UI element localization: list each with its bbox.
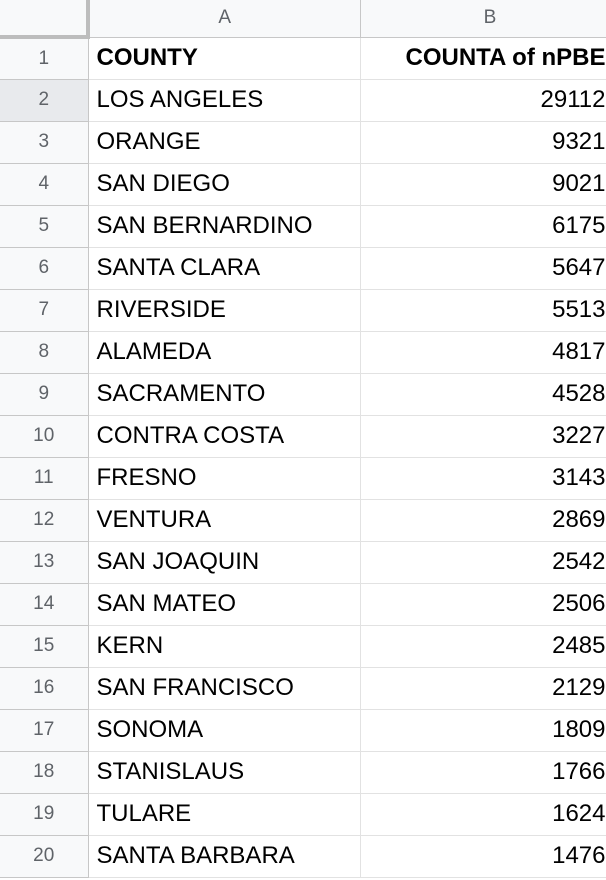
county-cell[interactable]: SANTA BARBARA	[88, 835, 361, 878]
row-number[interactable]: 20	[0, 835, 89, 878]
table-row: 5 SAN BERNARDINO 6175	[0, 205, 606, 248]
county-cell[interactable]: SONOMA	[88, 709, 361, 752]
county-cell[interactable]: RIVERSIDE	[88, 289, 361, 332]
table-row: 2 LOS ANGELES 29112	[0, 79, 606, 122]
row-number[interactable]: 15	[0, 625, 89, 668]
table-row: 14 SAN MATEO 2506	[0, 583, 606, 626]
row-number[interactable]: 2	[0, 79, 89, 122]
county-cell[interactable]: SAN BERNARDINO	[88, 205, 361, 248]
row-number[interactable]: 17	[0, 709, 89, 752]
table-row: 11 FRESNO 3143	[0, 457, 606, 500]
row-number[interactable]: 6	[0, 247, 89, 290]
table-row: 19 TULARE 1624	[0, 793, 606, 836]
county-cell[interactable]: CONTRA COSTA	[88, 415, 361, 458]
table-row: 15 KERN 2485	[0, 625, 606, 668]
count-cell[interactable]: 2485	[360, 625, 606, 668]
table-row: 4 SAN DIEGO 9021	[0, 163, 606, 206]
count-cell[interactable]: 1476	[360, 835, 606, 878]
count-cell[interactable]: 9321	[360, 121, 606, 164]
county-cell[interactable]: SAN JOAQUIN	[88, 541, 361, 584]
table-row-header: 1 COUNTY COUNTA of nPBE	[0, 37, 606, 80]
row-number[interactable]: 7	[0, 289, 89, 332]
county-cell[interactable]: FRESNO	[88, 457, 361, 500]
count-cell[interactable]: 5513	[360, 289, 606, 332]
count-cell[interactable]: 2869	[360, 499, 606, 542]
column-header-b[interactable]: B	[360, 0, 606, 38]
row-number[interactable]: 3	[0, 121, 89, 164]
county-cell[interactable]: KERN	[88, 625, 361, 668]
count-cell[interactable]: 3227	[360, 415, 606, 458]
row-number[interactable]: 12	[0, 499, 89, 542]
county-cell[interactable]: ORANGE	[88, 121, 361, 164]
table-row: 18 STANISLAUS 1766	[0, 751, 606, 794]
row-number[interactable]: 19	[0, 793, 89, 836]
table-row: 12 VENTURA 2869	[0, 499, 606, 542]
select-all-corner[interactable]	[0, 0, 90, 39]
table-row: 13 SAN JOAQUIN 2542	[0, 541, 606, 584]
row-number[interactable]: 1	[0, 37, 89, 80]
county-header-cell[interactable]: COUNTY	[88, 37, 361, 80]
count-cell[interactable]: 4528	[360, 373, 606, 416]
table-row: 20 SANTA BARBARA 1476	[0, 835, 606, 878]
count-cell[interactable]: 5647	[360, 247, 606, 290]
count-cell[interactable]: 1624	[360, 793, 606, 836]
county-cell[interactable]: TULARE	[88, 793, 361, 836]
row-number[interactable]: 5	[0, 205, 89, 248]
row-number[interactable]: 13	[0, 541, 89, 584]
row-number[interactable]: 4	[0, 163, 89, 206]
count-cell[interactable]: 2506	[360, 583, 606, 626]
row-number[interactable]: 11	[0, 457, 89, 500]
county-cell[interactable]: SAN MATEO	[88, 583, 361, 626]
column-header-row: A B	[0, 0, 606, 39]
count-cell[interactable]: 4817	[360, 331, 606, 374]
county-cell[interactable]: VENTURA	[88, 499, 361, 542]
county-cell[interactable]: LOS ANGELES	[88, 79, 361, 122]
count-cell[interactable]: 9021	[360, 163, 606, 206]
row-number[interactable]: 16	[0, 667, 89, 710]
row-number[interactable]: 18	[0, 751, 89, 794]
county-cell[interactable]: STANISLAUS	[88, 751, 361, 794]
county-cell[interactable]: ALAMEDA	[88, 331, 361, 374]
row-number[interactable]: 8	[0, 331, 89, 374]
table-row: 9 SACRAMENTO 4528	[0, 373, 606, 416]
count-cell[interactable]: 2129	[360, 667, 606, 710]
table-row: 16 SAN FRANCISCO 2129	[0, 667, 606, 710]
table-row: 10 CONTRA COSTA 3227	[0, 415, 606, 458]
column-header-a[interactable]: A	[88, 0, 361, 38]
count-cell[interactable]: 6175	[360, 205, 606, 248]
count-cell[interactable]: 1766	[360, 751, 606, 794]
county-cell[interactable]: SANTA CLARA	[88, 247, 361, 290]
table-row: 3 ORANGE 9321	[0, 121, 606, 164]
table-row: 17 SONOMA 1809	[0, 709, 606, 752]
table-row: 6 SANTA CLARA 5647	[0, 247, 606, 290]
count-cell[interactable]: 1809	[360, 709, 606, 752]
county-cell[interactable]: SAN DIEGO	[88, 163, 361, 206]
count-cell[interactable]: 3143	[360, 457, 606, 500]
count-cell[interactable]: 29112	[360, 79, 606, 122]
row-number[interactable]: 14	[0, 583, 89, 626]
row-number[interactable]: 10	[0, 415, 89, 458]
table-row: 8 ALAMEDA 4817	[0, 331, 606, 374]
county-cell[interactable]: SAN FRANCISCO	[88, 667, 361, 710]
row-number[interactable]: 9	[0, 373, 89, 416]
county-cell[interactable]: SACRAMENTO	[88, 373, 361, 416]
table-row: 7 RIVERSIDE 5513	[0, 289, 606, 332]
count-cell[interactable]: 2542	[360, 541, 606, 584]
count-header-cell[interactable]: COUNTA of nPBE	[360, 37, 606, 80]
